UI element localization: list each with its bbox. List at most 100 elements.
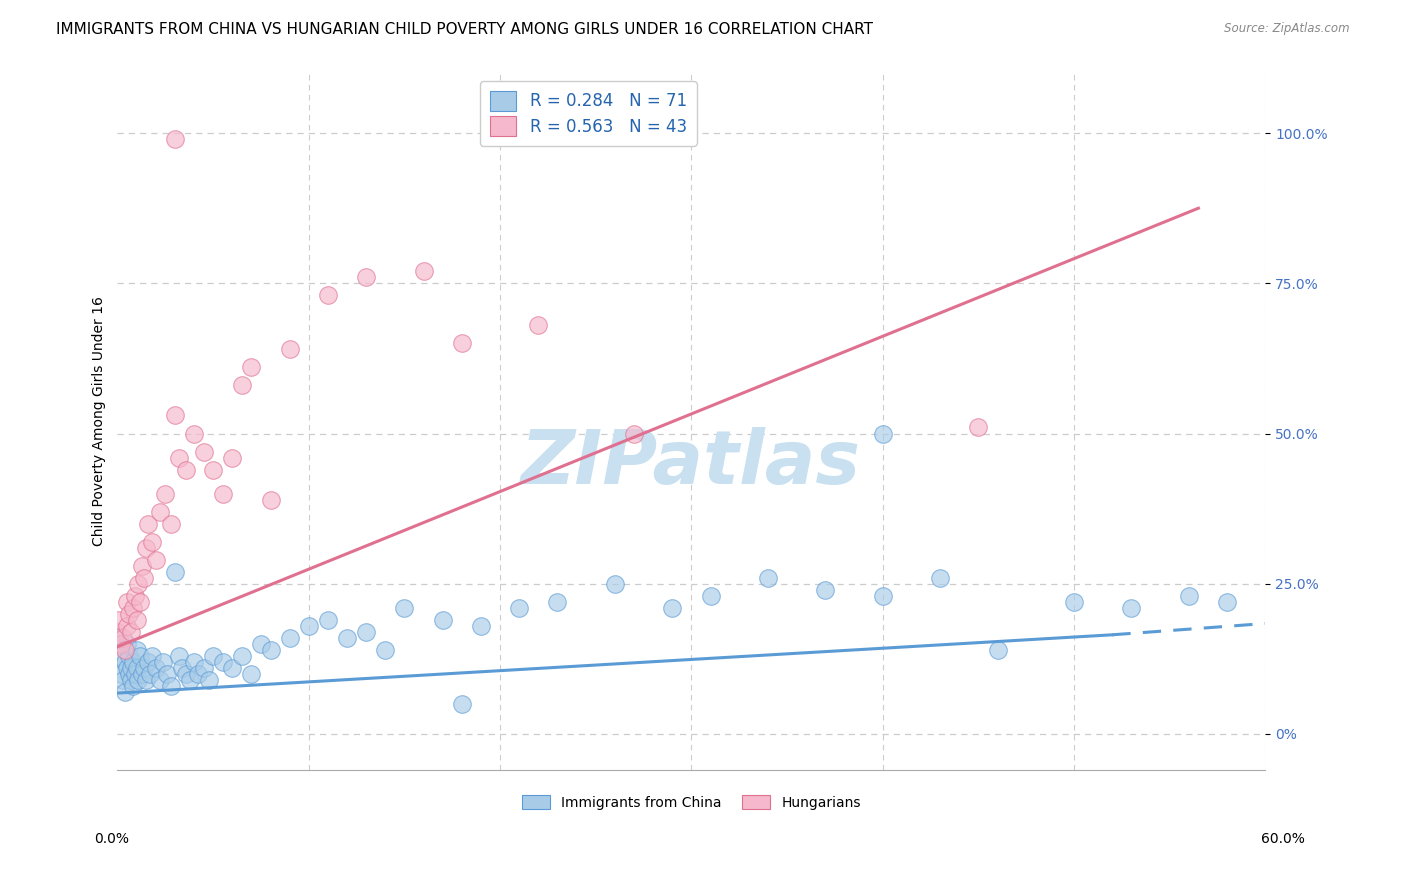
Point [121,600,143,615]
Point [172,661,194,675]
Point [120,673,142,687]
Point [131,666,153,681]
Point [118,648,141,663]
Point [136,655,159,669]
Point [131,558,153,573]
Point [450,697,472,711]
Point [127,673,149,687]
Text: 0.0%: 0.0% [94,832,129,846]
Point [134,661,156,675]
Point [259,492,281,507]
Point [986,642,1008,657]
Legend: Immigrants from China, Hungarians: Immigrants from China, Hungarians [516,789,866,815]
Point [120,624,142,639]
Point [231,648,253,663]
Point [211,655,233,669]
Point [125,613,148,627]
Point [167,648,190,663]
Text: Source: ZipAtlas.com: Source: ZipAtlas.com [1225,22,1350,36]
Point [155,486,177,500]
Point [115,595,138,609]
Point [112,673,135,687]
Point [115,637,138,651]
Point [316,288,339,302]
Point [183,426,205,441]
Point [110,666,132,681]
Point [354,270,377,285]
Point [127,576,149,591]
Point [412,264,434,278]
Point [115,661,138,675]
Point [114,642,136,657]
Point [129,648,152,663]
Point [198,673,221,687]
Point [221,661,243,675]
Point [179,673,201,687]
Point [814,582,837,597]
Point [661,600,683,615]
Point [240,666,263,681]
Point [124,666,146,681]
Point [929,571,952,585]
Point [163,409,186,423]
Point [163,132,186,146]
Point [623,426,645,441]
Point [508,600,530,615]
Point [135,673,157,687]
Point [176,666,198,681]
Point [603,576,626,591]
Point [115,619,138,633]
Point [167,450,190,465]
Point [134,571,156,585]
Point [202,462,225,476]
Point [240,360,263,375]
Point [148,673,170,687]
Text: IMMIGRANTS FROM CHINA VS HUNGARIAN CHILD POVERTY AMONG GIRLS UNDER 16 CORRELATIO: IMMIGRANTS FROM CHINA VS HUNGARIAN CHILD… [56,22,873,37]
Point [259,642,281,657]
Point [118,666,141,681]
Point [110,637,132,651]
Point [354,624,377,639]
Point [107,631,129,645]
Point [136,516,159,531]
Point [176,462,198,476]
Point [872,426,894,441]
Point [193,661,215,675]
Point [699,589,721,603]
Text: 60.0%: 60.0% [1261,832,1305,846]
Point [160,516,183,531]
Point [120,661,142,675]
Point [148,505,170,519]
Point [108,613,131,627]
Point [221,450,243,465]
Point [135,541,157,555]
Point [547,595,569,609]
Point [112,631,135,645]
Point [145,552,167,566]
Point [1178,589,1201,603]
Point [231,378,253,392]
Point [141,534,163,549]
Point [108,648,131,663]
Point [141,648,163,663]
Point [394,600,416,615]
Point [278,343,301,357]
Point [278,631,301,645]
Point [121,679,143,693]
Point [193,444,215,458]
Point [432,613,454,627]
Point [1216,595,1239,609]
Point [872,589,894,603]
Point [139,666,162,681]
Point [211,486,233,500]
Point [152,655,174,669]
Point [374,642,396,657]
Point [967,420,990,434]
Point [125,661,148,675]
Point [1121,600,1143,615]
Point [156,666,179,681]
Point [316,613,339,627]
Point [298,619,321,633]
Point [125,642,148,657]
Point [129,595,152,609]
